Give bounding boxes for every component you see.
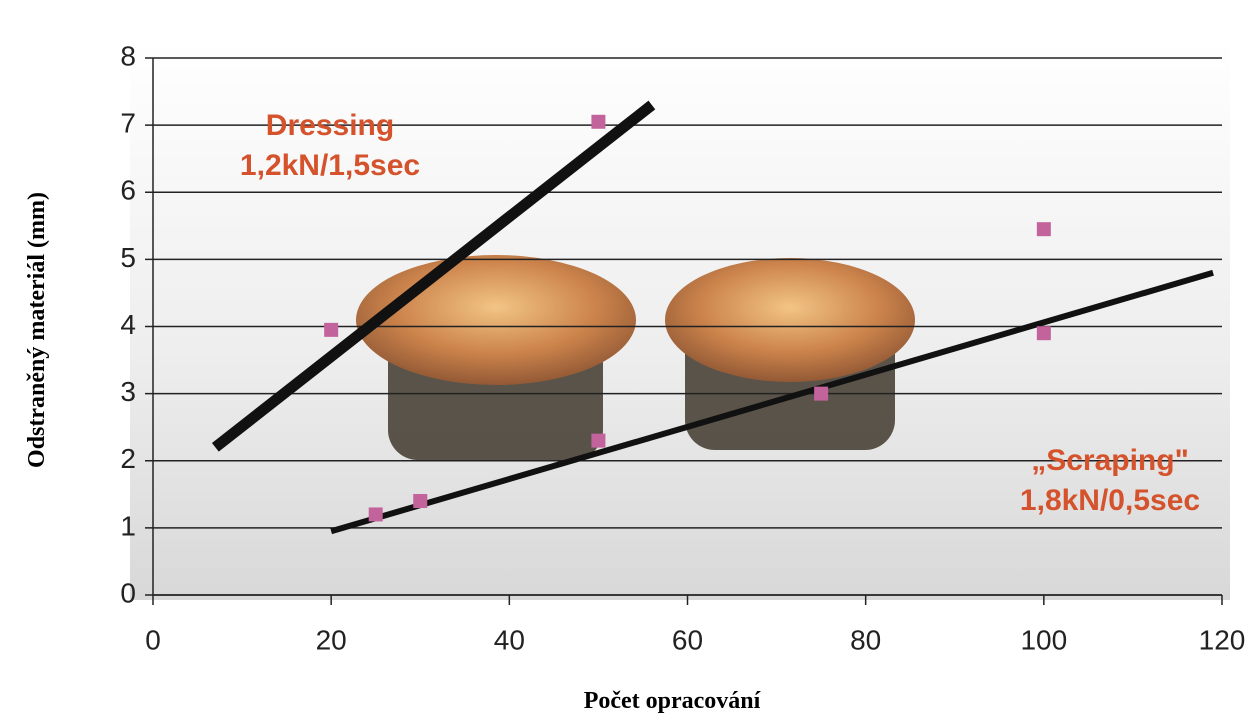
data-point bbox=[324, 323, 338, 337]
annotation: 1,2kN/1,5sec bbox=[240, 149, 420, 182]
data-point bbox=[591, 115, 605, 129]
x-tick-label: 80 bbox=[850, 624, 881, 655]
x-tick-label: 20 bbox=[316, 624, 347, 655]
chart: Počet opracování Odstraněný materiál (mm… bbox=[0, 0, 1259, 722]
data-point bbox=[1037, 222, 1051, 236]
x-axis-title: Počet opracování bbox=[584, 688, 761, 714]
y-tick-label: 5 bbox=[120, 242, 136, 273]
y-tick-label: 1 bbox=[120, 510, 136, 541]
y-tick-label: 7 bbox=[120, 108, 136, 139]
y-tick-label: 6 bbox=[120, 175, 136, 206]
y-tick-label: 3 bbox=[120, 376, 136, 407]
y-tick-label: 4 bbox=[120, 309, 136, 340]
x-tick-label: 40 bbox=[494, 624, 525, 655]
annotation: „Scraping" bbox=[1031, 444, 1189, 477]
part-top bbox=[665, 258, 915, 382]
y-tick-label: 0 bbox=[120, 577, 136, 608]
data-point bbox=[591, 434, 605, 448]
x-tick-label: 0 bbox=[145, 624, 161, 655]
x-tick-label: 60 bbox=[672, 624, 703, 655]
x-tick-label: 120 bbox=[1199, 624, 1246, 655]
data-point bbox=[413, 494, 427, 508]
part-top bbox=[356, 255, 636, 385]
y-tick-label: 2 bbox=[120, 443, 136, 474]
x-tick-label: 100 bbox=[1020, 624, 1067, 655]
y-axis-title: Odstraněný materiál (mm) bbox=[24, 192, 50, 468]
data-point bbox=[369, 507, 383, 521]
y-tick-label: 8 bbox=[120, 40, 136, 71]
annotation: 1,8kN/0,5sec bbox=[1020, 484, 1200, 517]
data-point bbox=[814, 387, 828, 401]
data-point bbox=[1037, 326, 1051, 340]
annotation: Dressing bbox=[266, 109, 394, 142]
